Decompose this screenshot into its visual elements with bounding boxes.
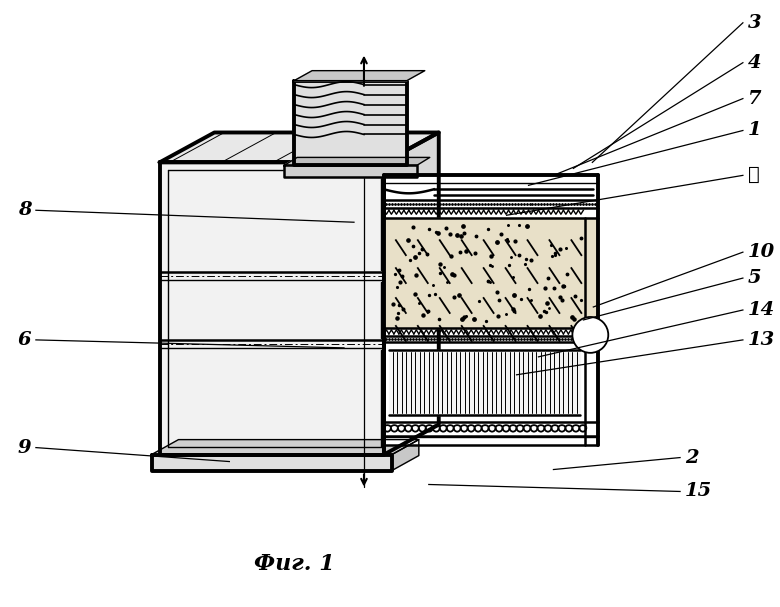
Text: 15: 15 xyxy=(685,483,712,500)
Text: 14: 14 xyxy=(748,301,775,319)
Text: 10: 10 xyxy=(748,243,775,261)
Text: 1: 1 xyxy=(748,121,761,140)
Polygon shape xyxy=(384,175,598,444)
Polygon shape xyxy=(294,81,407,165)
Polygon shape xyxy=(384,219,598,328)
Polygon shape xyxy=(392,439,419,470)
Circle shape xyxy=(573,317,608,353)
Text: 5: 5 xyxy=(748,269,761,287)
Polygon shape xyxy=(151,439,419,455)
Text: 6: 6 xyxy=(18,331,31,349)
Polygon shape xyxy=(284,157,430,165)
Polygon shape xyxy=(151,455,392,470)
Polygon shape xyxy=(160,132,439,163)
Polygon shape xyxy=(384,132,439,455)
Text: 3: 3 xyxy=(748,14,761,32)
Text: 8: 8 xyxy=(18,202,31,219)
Polygon shape xyxy=(160,163,384,455)
Polygon shape xyxy=(284,165,417,177)
Text: 13: 13 xyxy=(748,331,775,349)
Text: 9: 9 xyxy=(18,439,31,456)
Text: Фиг. 1: Фиг. 1 xyxy=(254,553,335,575)
Polygon shape xyxy=(154,127,608,484)
Text: 䄞: 䄞 xyxy=(748,166,760,185)
Text: 7: 7 xyxy=(748,90,761,107)
Polygon shape xyxy=(389,350,580,415)
Polygon shape xyxy=(294,70,425,81)
Text: 2: 2 xyxy=(685,449,699,467)
Text: 4: 4 xyxy=(748,53,761,72)
